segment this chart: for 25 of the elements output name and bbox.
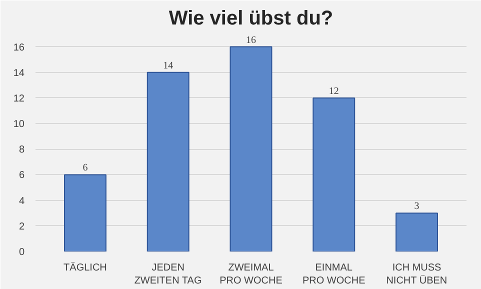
data-label: 14 <box>163 60 174 72</box>
y-tick-label: 8 <box>18 144 25 156</box>
y-tick-label: 10 <box>13 119 25 130</box>
bar <box>64 174 106 252</box>
data-label: 16 <box>246 34 256 46</box>
data-label: 12 <box>328 86 339 97</box>
x-tick-label: JEDEN ZWEITEN TAG <box>134 262 202 287</box>
chart-title: Wie viel übst du? <box>168 8 334 30</box>
bar <box>312 97 356 252</box>
y-tick-label: 0 <box>18 247 25 258</box>
y-tick-label: 14 <box>13 68 25 79</box>
bar <box>230 46 272 252</box>
bar <box>396 212 438 252</box>
data-label: 3 <box>414 201 420 212</box>
x-tick-label: ICH MUSS NICHT ÜBEN <box>386 262 448 287</box>
y-tick-label: 2 <box>18 221 25 232</box>
x-tick-label: EINMAL PRO WOCHE <box>302 262 366 287</box>
y-tick-label: 12 <box>13 93 25 104</box>
x-tick-label: TÄGLICH <box>64 262 107 274</box>
y-tick-label: 4 <box>18 196 25 207</box>
y-tick-label: 16 <box>13 42 25 54</box>
bar <box>146 72 190 252</box>
data-label: 6 <box>82 162 88 174</box>
y-tick-label: 6 <box>18 170 25 182</box>
x-tick-label: ZWEIMAL PRO WOCHE <box>220 262 283 287</box>
